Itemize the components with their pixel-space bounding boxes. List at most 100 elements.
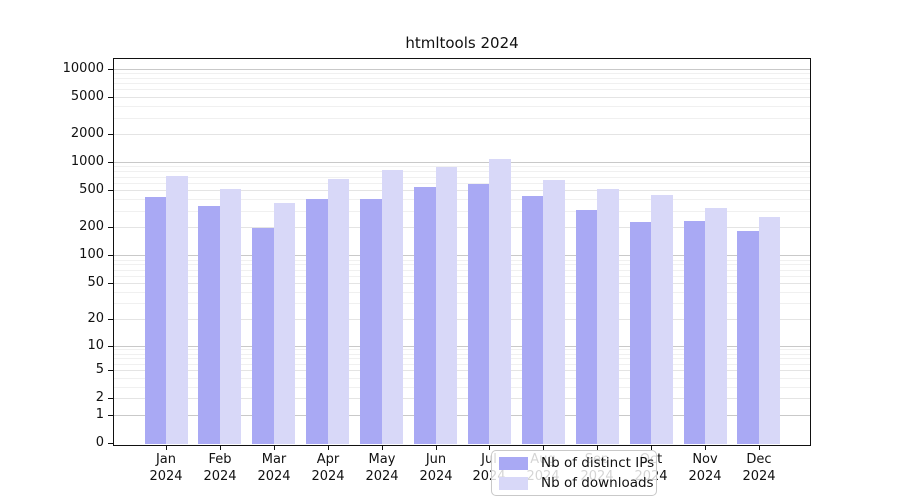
y-tick-label: 0 <box>95 435 104 450</box>
y-tick-label: 500 <box>79 182 104 197</box>
major-gridline <box>114 69 810 70</box>
bar-downloads <box>435 167 457 444</box>
minor-gridline <box>114 283 810 284</box>
legend-item-distinct-ips: Nb of distinct IPs <box>492 455 656 471</box>
minor-gridline <box>114 73 810 74</box>
x-tick-mark <box>274 445 275 450</box>
minor-gridline <box>114 166 810 167</box>
bar-downloads <box>597 189 619 444</box>
minor-gridline <box>114 199 810 200</box>
y-tick-mark <box>108 255 113 256</box>
bar-distinct-ips <box>683 220 705 444</box>
minor-gridline <box>114 364 810 365</box>
legend-item-downloads: Nb of downloads <box>492 475 656 491</box>
major-gridline <box>114 162 810 163</box>
minor-gridline <box>114 134 810 135</box>
minor-gridline <box>114 118 810 119</box>
y-tick-mark <box>108 415 113 416</box>
minor-gridline <box>114 358 810 359</box>
x-tick-label: Feb 2024 <box>203 452 237 484</box>
y-tick-label: 2000 <box>70 126 104 141</box>
minor-gridline <box>114 260 810 261</box>
bar-distinct-ips <box>306 199 328 444</box>
minor-gridline <box>114 183 810 184</box>
x-tick-mark <box>651 445 652 450</box>
minor-gridline <box>114 171 810 172</box>
minor-gridline <box>114 349 810 350</box>
y-tick-mark <box>108 283 113 284</box>
bar-distinct-ips <box>360 199 382 444</box>
minor-gridline <box>114 227 810 228</box>
minor-gridline <box>114 370 810 371</box>
x-tick-label: May 2024 <box>365 452 399 484</box>
y-tick-mark <box>108 398 113 399</box>
bar-distinct-ips <box>252 228 274 444</box>
y-tick-label: 2 <box>95 390 104 405</box>
x-tick-label: Dec 2024 <box>742 452 776 484</box>
x-tick-label: Nov 2024 <box>688 452 722 484</box>
bar-distinct-ips <box>198 206 220 444</box>
minor-gridline <box>114 378 810 379</box>
minor-gridline <box>114 211 810 212</box>
legend-swatch-distinct-ips <box>499 456 528 470</box>
major-gridline <box>114 255 810 256</box>
minor-gridline <box>114 354 810 355</box>
minor-gridline <box>114 398 810 399</box>
minor-gridline <box>114 270 810 271</box>
x-tick-label: Apr 2024 <box>311 452 345 484</box>
x-tick-mark <box>543 445 544 450</box>
bar-distinct-ips <box>414 187 436 444</box>
x-tick-mark <box>489 445 490 450</box>
y-tick-label: 5 <box>95 362 104 377</box>
legend-label-distinct-ips: Nb of distinct IPs <box>541 455 655 471</box>
bar-distinct-ips <box>467 184 490 444</box>
x-tick-mark <box>597 445 598 450</box>
minor-gridline <box>114 387 810 388</box>
bar-downloads <box>327 179 350 444</box>
minor-gridline <box>114 190 810 191</box>
legend-label-downloads: Nb of downloads <box>541 475 654 491</box>
y-tick-label: 1 <box>95 407 104 422</box>
x-tick-mark <box>166 445 167 450</box>
y-tick-mark <box>108 319 113 320</box>
minor-gridline <box>114 106 810 107</box>
y-tick-mark <box>108 162 113 163</box>
x-tick-mark <box>759 445 760 450</box>
y-tick-label: 200 <box>79 219 104 234</box>
bar-distinct-ips <box>737 231 759 444</box>
minor-gridline <box>114 303 810 304</box>
bar-distinct-ips <box>144 197 166 444</box>
bar-downloads <box>489 159 511 444</box>
chart-title: htmltools 2024 <box>405 34 519 52</box>
bar-downloads <box>273 203 296 444</box>
y-tick-label: 1000 <box>70 154 104 169</box>
y-tick-label: 5000 <box>70 89 104 104</box>
major-gridline <box>114 415 810 416</box>
y-tick-label: 10 <box>87 338 104 353</box>
x-tick-label: Jan 2024 <box>149 452 183 484</box>
x-tick-mark <box>328 445 329 450</box>
minor-gridline <box>114 83 810 84</box>
y-tick-mark <box>108 443 113 444</box>
y-tick-label: 10000 <box>62 61 104 76</box>
y-tick-mark <box>108 97 113 98</box>
minor-gridline <box>114 78 810 79</box>
legend: Nb of distinct IPs Nb of downloads <box>491 450 657 496</box>
y-tick-mark <box>108 346 113 347</box>
bar-downloads <box>381 170 404 444</box>
x-tick-mark <box>436 445 437 450</box>
bar-distinct-ips <box>575 210 598 444</box>
x-tick-label: Jun 2024 <box>419 452 453 484</box>
legend-swatch-downloads <box>499 476 528 490</box>
y-tick-label: 20 <box>87 311 104 326</box>
y-tick-mark <box>108 370 113 371</box>
minor-gridline <box>114 177 810 178</box>
minor-gridline <box>114 276 810 277</box>
x-tick-label: Mar 2024 <box>257 452 291 484</box>
minor-gridline <box>114 97 810 98</box>
bar-downloads <box>758 216 781 444</box>
y-tick-label: 50 <box>87 275 104 290</box>
y-tick-label: 100 <box>79 247 104 262</box>
x-tick-mark <box>382 445 383 450</box>
